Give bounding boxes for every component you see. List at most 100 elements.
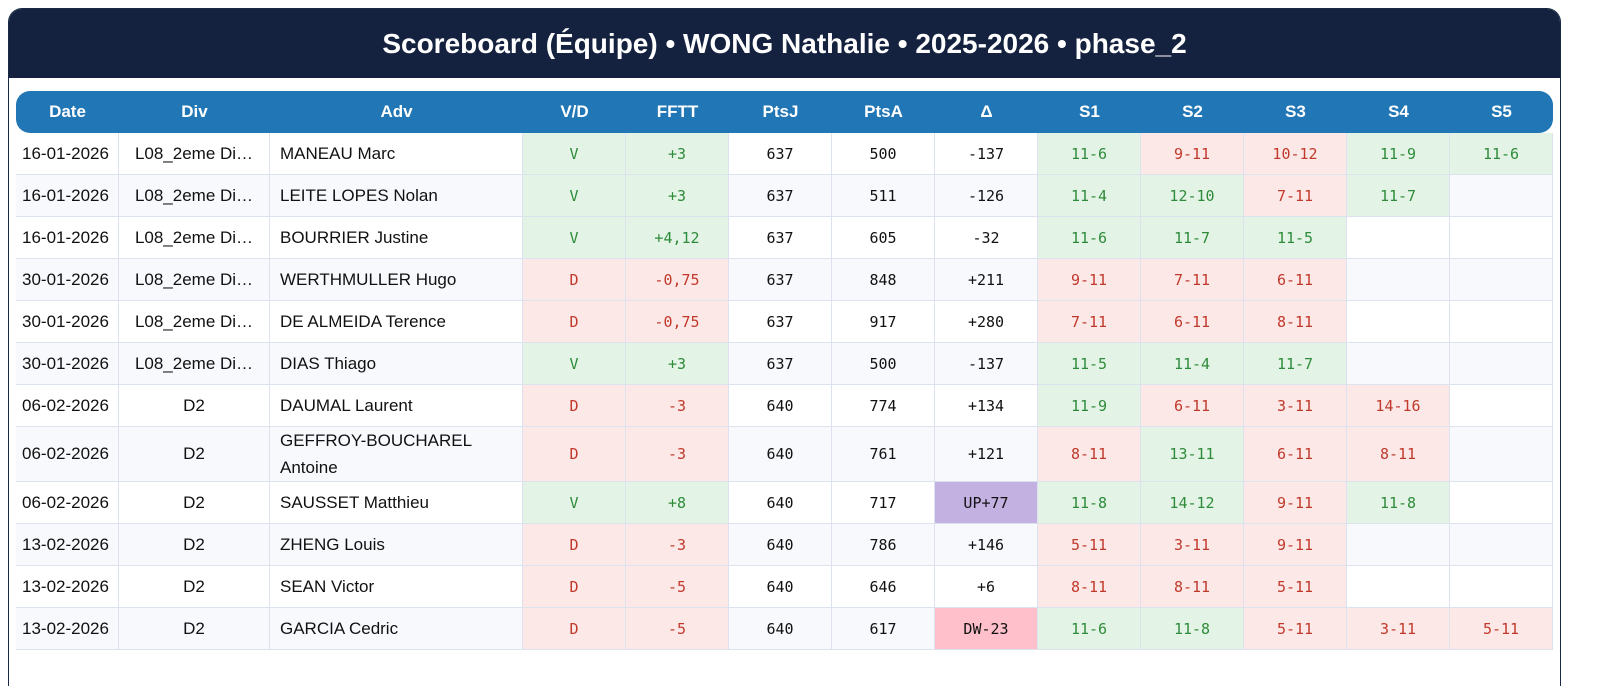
set-score-cell: 11-5 (1038, 343, 1141, 385)
title: Scoreboard (Équipe) • WONG Nathalie • 20… (9, 9, 1560, 78)
division-cell: L08_2eme Di… (119, 343, 270, 385)
set-score-cell: 8-11 (1141, 566, 1244, 608)
empty-set-cell (1347, 301, 1450, 343)
delta-cell: +146 (935, 524, 1038, 566)
fftt-points-cell: -3 (626, 524, 729, 566)
result-cell: V (523, 175, 626, 217)
opponent-points-cell: 646 (832, 566, 935, 608)
division-cell: D2 (119, 385, 270, 427)
set-score-cell: 5-11 (1038, 524, 1141, 566)
set-score-cell: 11-8 (1141, 608, 1244, 650)
opponent-cell: LEITE LOPES Nolan (270, 175, 523, 217)
player-points-cell: 637 (729, 301, 832, 343)
date-cell: 16-01-2026 (16, 133, 119, 175)
column-header: PtsJ (729, 91, 832, 133)
set-score-cell: 11-9 (1347, 133, 1450, 175)
empty-set-cell (1450, 301, 1553, 343)
column-header: Div (119, 91, 270, 133)
set-score-cell: 11-6 (1450, 133, 1553, 175)
result-cell: D (523, 259, 626, 301)
delta-cell: DW-23 (935, 608, 1038, 650)
set-score-cell: 11-8 (1347, 482, 1450, 524)
empty-set-cell (1450, 482, 1553, 524)
player-points-cell: 637 (729, 343, 832, 385)
date-cell: 06-02-2026 (16, 385, 119, 427)
opponent-points-cell: 848 (832, 259, 935, 301)
date-cell: 06-02-2026 (16, 482, 119, 524)
opponent-cell: ZHENG Louis (270, 524, 523, 566)
result-cell: V (523, 133, 626, 175)
opponent-cell: SAUSSET Matthieu (270, 482, 523, 524)
empty-set-cell (1450, 524, 1553, 566)
table-row: 30-01-2026 L08_2eme Di… DE ALMEIDA Terence… (16, 301, 1553, 343)
opponent-points-cell: 500 (832, 133, 935, 175)
player-points-cell: 640 (729, 524, 832, 566)
column-header: S3 (1244, 91, 1347, 133)
set-score-cell: 8-11 (1038, 427, 1141, 482)
result-cell: D (523, 385, 626, 427)
set-score-cell: 11-7 (1141, 217, 1244, 259)
table-row: 06-02-2026 D2 GEFFROY-BOUCHAREL Antoine D -3… (16, 427, 1553, 482)
opponent-cell: DE ALMEIDA Terence (270, 301, 523, 343)
table-row: 13-02-2026 D2 ZHENG Louis D -3 640 786 +146 5-11… (16, 524, 1553, 566)
set-score-cell: 8-11 (1038, 566, 1141, 608)
opponent-points-cell: 761 (832, 427, 935, 482)
fftt-points-cell: -0,75 (626, 259, 729, 301)
table-row: 06-02-2026 D2 DAUMAL Laurent D -3 640 774 +134 1… (16, 385, 1553, 427)
set-score-cell: 8-11 (1347, 427, 1450, 482)
set-score-cell: 9-11 (1244, 524, 1347, 566)
date-cell: 13-02-2026 (16, 524, 119, 566)
fftt-points-cell: +3 (626, 133, 729, 175)
set-score-cell: 11-7 (1244, 343, 1347, 385)
opponent-points-cell: 511 (832, 175, 935, 217)
set-score-cell: 13-11 (1141, 427, 1244, 482)
date-cell: 30-01-2026 (16, 343, 119, 385)
set-score-cell: 3-11 (1141, 524, 1244, 566)
division-cell: L08_2eme Di… (119, 217, 270, 259)
empty-set-cell (1347, 217, 1450, 259)
set-score-cell: 5-11 (1244, 608, 1347, 650)
fftt-points-cell: -5 (626, 566, 729, 608)
empty-set-cell (1347, 343, 1450, 385)
header-row: Date Div Adv V/D FFTT PtsJ PtsA Δ S1 S2 S3 S4 S5 (16, 91, 1553, 133)
column-header: S2 (1141, 91, 1244, 133)
opponent-cell: SEAN Victor (270, 566, 523, 608)
delta-cell: -32 (935, 217, 1038, 259)
set-score-cell: 11-6 (1038, 133, 1141, 175)
set-score-cell: 11-6 (1038, 217, 1141, 259)
column-header: S1 (1038, 91, 1141, 133)
set-score-cell: 6-11 (1141, 301, 1244, 343)
opponent-points-cell: 917 (832, 301, 935, 343)
set-score-cell: 11-4 (1141, 343, 1244, 385)
empty-set-cell (1450, 343, 1553, 385)
empty-set-cell (1450, 385, 1553, 427)
division-cell: L08_2eme Di… (119, 301, 270, 343)
delta-cell: -137 (935, 343, 1038, 385)
empty-set-cell (1450, 566, 1553, 608)
result-cell: V (523, 482, 626, 524)
player-points-cell: 637 (729, 259, 832, 301)
player-points-cell: 640 (729, 482, 832, 524)
opponent-cell: WERTHMULLER Hugo (270, 259, 523, 301)
opponent-cell: DAUMAL Laurent (270, 385, 523, 427)
empty-set-cell (1450, 175, 1553, 217)
result-cell: D (523, 608, 626, 650)
result-cell: D (523, 566, 626, 608)
table-body: 16-01-2026 L08_2eme Di… MANEAU Marc V +3 637 5… (16, 133, 1553, 650)
column-header: S4 (1347, 91, 1450, 133)
result-cell: V (523, 343, 626, 385)
delta-cell: +121 (935, 427, 1038, 482)
table-row: 30-01-2026 L08_2eme Di… DIAS Thiago V +3 637 5… (16, 343, 1553, 385)
result-cell: D (523, 524, 626, 566)
table-row: 16-01-2026 L08_2eme Di… MANEAU Marc V +3 637 5… (16, 133, 1553, 175)
opponent-points-cell: 500 (832, 343, 935, 385)
column-header: Adv (270, 91, 523, 133)
player-points-cell: 637 (729, 175, 832, 217)
column-header: Date (16, 91, 119, 133)
division-cell: D2 (119, 524, 270, 566)
column-header: S5 (1450, 91, 1553, 133)
scoreboard-table: Date Div Adv V/D FFTT PtsJ PtsA Δ S1 S2 S3 S4 S5 16-… (16, 91, 1553, 650)
opponent-points-cell: 717 (832, 482, 935, 524)
division-cell: D2 (119, 566, 270, 608)
